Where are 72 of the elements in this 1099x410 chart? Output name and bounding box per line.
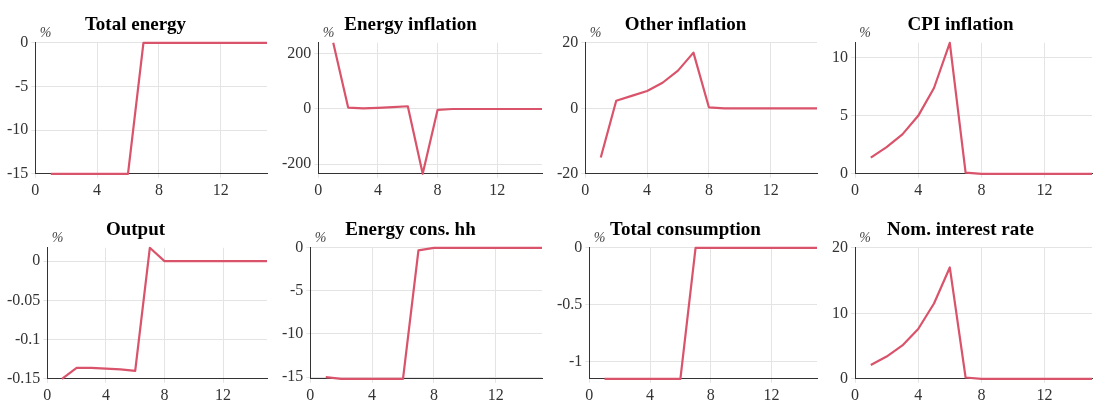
y-tick-label: 0 xyxy=(570,98,579,116)
y-tick-label: 10 xyxy=(832,303,848,321)
y-tick-label: -15 xyxy=(7,164,29,181)
chart-title: Output xyxy=(105,218,166,240)
y-axis-title: % xyxy=(593,230,606,246)
chart-title: CPI inflation xyxy=(907,13,1014,35)
x-tick-label: 4 xyxy=(646,385,655,403)
y-tick-label: -10 xyxy=(282,324,304,342)
y-axis-title: % xyxy=(51,230,64,246)
y-tick-label: 20 xyxy=(562,33,579,50)
x-tick-label: 0 xyxy=(851,180,859,198)
x-tick-label: 12 xyxy=(487,385,504,403)
x-tick-label: 4 xyxy=(101,385,110,403)
chart-title: Energy cons. hh xyxy=(345,218,477,240)
x-tick-label: 12 xyxy=(215,385,232,403)
x-tick-label: 4 xyxy=(93,180,102,198)
x-tick-label: 8 xyxy=(154,180,163,198)
x-tick-label: 12 xyxy=(212,180,229,198)
y-tick-label: -0.15 xyxy=(7,369,41,386)
y-tick-label: -20 xyxy=(557,164,579,181)
chart-title: Nom. interest rate xyxy=(887,218,1034,240)
x-tick-label: 8 xyxy=(704,180,713,198)
y-tick-label: -0.5 xyxy=(557,294,583,312)
y-tick-label: 20 xyxy=(832,238,848,255)
y-axis-title: % xyxy=(322,25,335,41)
y-tick-label: 10 xyxy=(832,48,848,66)
y-axis-title: % xyxy=(589,25,602,41)
x-tick-label: 8 xyxy=(429,385,438,403)
y-tick-label: 200 xyxy=(287,44,312,62)
y-tick-label: 0 xyxy=(574,238,583,255)
x-tick-label: 8 xyxy=(160,385,169,403)
y-tick-label: -0.05 xyxy=(7,290,41,308)
x-tick-label: 4 xyxy=(914,385,923,403)
x-tick-label: 12 xyxy=(762,180,779,198)
y-tick-label: -5 xyxy=(15,76,29,94)
chart-title: Other inflation xyxy=(624,13,747,35)
y-tick-label: 0 xyxy=(20,33,29,50)
y-tick-label: 0 xyxy=(32,251,41,269)
y-axis-title: % xyxy=(859,230,871,246)
x-tick-label: 8 xyxy=(433,180,442,198)
y-tick-label: 0 xyxy=(840,164,848,181)
x-tick-label: 0 xyxy=(314,180,323,198)
y-tick-label: -10 xyxy=(7,120,29,138)
y-tick-label: 5 xyxy=(840,106,848,124)
y-tick-label: -5 xyxy=(290,281,304,299)
y-tick-label: -15 xyxy=(282,367,304,385)
x-tick-label: 0 xyxy=(585,385,594,403)
x-tick-label: 12 xyxy=(763,385,780,403)
x-tick-label: 4 xyxy=(914,180,923,198)
y-tick-label: -0.1 xyxy=(15,329,41,347)
chart-title: Total energy xyxy=(84,13,187,35)
chart-title: Total consumption xyxy=(610,218,762,240)
y-tick-label: -200 xyxy=(282,154,312,172)
x-tick-label: 8 xyxy=(977,385,986,403)
x-tick-label: 4 xyxy=(373,180,382,198)
y-axis-title: % xyxy=(39,25,52,41)
y-tick-label: -1 xyxy=(569,351,583,369)
x-tick-label: 8 xyxy=(706,385,715,403)
x-tick-label: 12 xyxy=(1036,385,1053,403)
x-tick-label: 8 xyxy=(977,180,986,198)
y-axis-title: % xyxy=(314,230,327,246)
y-tick-label: 0 xyxy=(303,99,312,117)
x-tick-label: 4 xyxy=(643,180,652,198)
chart-title: Energy inflation xyxy=(344,13,478,35)
y-tick-label: 0 xyxy=(840,369,848,386)
x-tick-label: 12 xyxy=(1036,180,1053,198)
x-tick-label: 12 xyxy=(489,180,506,198)
y-tick-label: 0 xyxy=(295,238,304,255)
x-tick-label: 4 xyxy=(368,385,377,403)
x-tick-label: 0 xyxy=(43,385,52,403)
x-tick-label: 0 xyxy=(851,385,859,403)
y-axis-title: % xyxy=(859,25,871,41)
